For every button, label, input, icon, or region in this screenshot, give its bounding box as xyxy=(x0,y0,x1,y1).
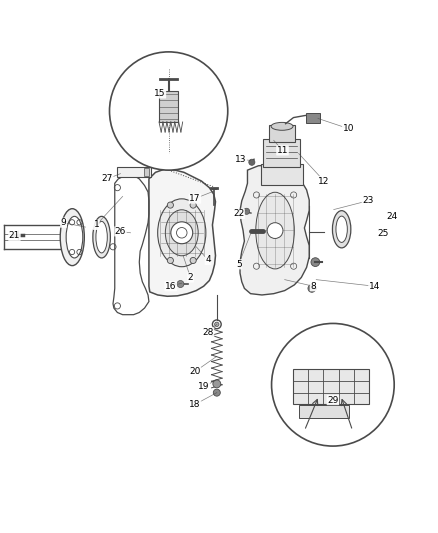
Text: 26: 26 xyxy=(115,227,126,236)
Circle shape xyxy=(167,202,173,208)
Ellipse shape xyxy=(332,211,351,248)
Text: 10: 10 xyxy=(343,124,354,133)
Text: 12: 12 xyxy=(318,176,330,185)
FancyBboxPatch shape xyxy=(159,91,178,122)
FancyBboxPatch shape xyxy=(306,113,320,123)
PathPatch shape xyxy=(149,169,215,296)
Text: 15: 15 xyxy=(154,89,166,98)
FancyBboxPatch shape xyxy=(269,125,295,142)
FancyBboxPatch shape xyxy=(293,368,369,405)
Circle shape xyxy=(272,324,394,446)
Circle shape xyxy=(213,389,220,396)
Circle shape xyxy=(213,380,221,388)
Ellipse shape xyxy=(60,209,84,265)
Text: 17: 17 xyxy=(189,194,201,203)
FancyBboxPatch shape xyxy=(299,405,349,418)
Text: 2: 2 xyxy=(188,273,193,282)
Text: 16: 16 xyxy=(165,282,177,290)
Circle shape xyxy=(167,257,173,263)
Text: 24: 24 xyxy=(386,212,398,221)
Text: 4: 4 xyxy=(205,255,211,264)
Text: 25: 25 xyxy=(378,229,389,238)
Text: 29: 29 xyxy=(327,395,339,405)
Ellipse shape xyxy=(64,217,72,257)
Text: 13: 13 xyxy=(235,155,247,164)
FancyBboxPatch shape xyxy=(144,168,149,176)
Ellipse shape xyxy=(165,210,198,256)
Text: 9: 9 xyxy=(60,218,67,227)
Text: 5: 5 xyxy=(236,260,242,269)
Text: 22: 22 xyxy=(233,209,244,219)
Ellipse shape xyxy=(271,123,293,130)
Ellipse shape xyxy=(96,221,107,253)
Text: 20: 20 xyxy=(189,367,201,376)
Circle shape xyxy=(311,258,320,266)
Ellipse shape xyxy=(93,216,110,258)
Circle shape xyxy=(171,222,193,244)
Text: 19: 19 xyxy=(198,383,209,391)
Circle shape xyxy=(244,208,250,214)
Text: 11: 11 xyxy=(277,146,288,155)
Text: 14: 14 xyxy=(369,282,380,290)
FancyBboxPatch shape xyxy=(261,165,303,184)
Ellipse shape xyxy=(256,192,294,269)
Circle shape xyxy=(249,159,255,165)
Circle shape xyxy=(215,322,219,327)
Ellipse shape xyxy=(336,216,347,243)
Text: 27: 27 xyxy=(102,174,113,183)
Circle shape xyxy=(308,285,316,292)
Circle shape xyxy=(267,223,283,238)
Text: 18: 18 xyxy=(189,400,201,409)
Text: 21: 21 xyxy=(9,231,20,240)
PathPatch shape xyxy=(240,165,309,295)
FancyBboxPatch shape xyxy=(263,139,300,167)
Circle shape xyxy=(190,257,196,263)
Text: 1: 1 xyxy=(93,220,99,229)
Text: 23: 23 xyxy=(362,196,374,205)
Ellipse shape xyxy=(66,216,83,258)
Circle shape xyxy=(177,280,184,287)
Text: 28: 28 xyxy=(202,328,214,337)
Text: 8: 8 xyxy=(310,282,316,290)
Circle shape xyxy=(110,52,228,170)
FancyBboxPatch shape xyxy=(117,167,151,177)
Circle shape xyxy=(190,202,196,208)
Ellipse shape xyxy=(158,199,206,266)
